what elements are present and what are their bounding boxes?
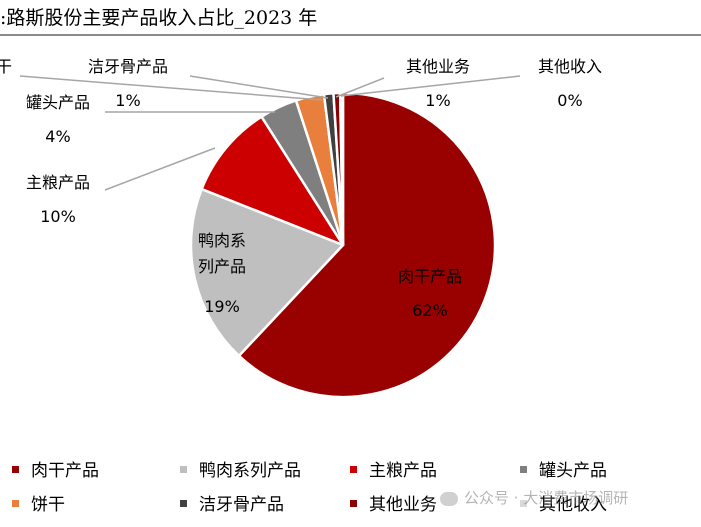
slice-label-4: 干 [0, 57, 12, 76]
leader-line-2 [104, 147, 216, 191]
legend-swatch [350, 466, 357, 473]
slice-value-label-1: 19% [204, 297, 240, 316]
slice-value-label-0: 62% [412, 301, 448, 320]
legend-label: 主粮产品 [369, 461, 437, 481]
slice-label-6: 其他业务 [406, 57, 470, 76]
leader-line-6 [335, 77, 385, 98]
legend-item-5: 洁牙骨产品 [180, 493, 284, 517]
legend-swatch [12, 500, 19, 507]
legend-label: 鸭肉系列产品 [199, 461, 301, 481]
legend-item-7: 其他收入 [520, 493, 607, 517]
legend-label: 肉干产品 [31, 461, 99, 481]
legend-item-0: 肉干产品 [12, 459, 99, 483]
slice-label-1-line-0: 鸭肉系 [198, 231, 246, 250]
pie-chart: 肉干产品 62% 鸭肉系列产品 19% 主粮产品 10% 罐头产品 4% 干 洁牙骨产品 1% 其他业… [0, 57, 602, 399]
leader-line-4 [19, 75, 323, 101]
slice-value-label-5: 1% [115, 91, 140, 110]
slice-labels: 肉干产品 62% 鸭肉系列产品 19% 主粮产品 10% 罐头产品 4% 干 洁牙骨产品 1% 其他业… [0, 57, 602, 320]
legend-item-1: 鸭肉系列产品 [180, 459, 301, 483]
title-divider [0, 34, 701, 36]
pie-slices [189, 91, 497, 399]
slice-2 [200, 115, 345, 247]
slice-value-label-2: 10% [40, 207, 76, 226]
leader-line-7 [340, 75, 521, 97]
slice-label-1-line-1: 列产品 [198, 257, 246, 276]
legend-swatch [180, 500, 187, 507]
legend-label: 饼干 [31, 495, 65, 515]
legend-swatch [12, 466, 19, 473]
legend-item-2: 主粮产品 [350, 459, 437, 483]
legend-item-3: 罐头产品 [520, 459, 607, 483]
wechat-icon [440, 491, 458, 506]
slice-value-label-3: 4% [45, 127, 70, 146]
legend-swatch [520, 500, 527, 507]
legend-swatch [350, 500, 357, 507]
legend: 肉干产品 鸭肉系列产品 主粮产品 罐头产品饼干 洁牙骨产品 其他业务 其他收入 [0, 455, 701, 527]
watermark-text: 公众号 · 大消费市场调研 [464, 489, 629, 507]
chart-title: :路斯股份主要产品收入占比_2023 年 [0, 7, 318, 29]
legend-item-6: 其他业务 [350, 493, 437, 517]
watermark: 公众号 · 大消费市场调研 [440, 485, 628, 511]
slice-label-7: 其他收入 [538, 57, 602, 76]
legend-swatch [180, 466, 187, 473]
slice-label-2: 主粮产品 [26, 173, 90, 192]
leader-lines [19, 75, 521, 191]
legend-label: 罐头产品 [539, 461, 607, 481]
slice-value-label-7: 0% [557, 91, 582, 110]
slice-0 [237, 91, 497, 399]
legend-swatch [520, 466, 527, 473]
slice-7 [338, 91, 345, 247]
slice-label-0: 肉干产品 [398, 267, 462, 286]
slice-value-label-6: 1% [425, 91, 450, 110]
slice-label-3: 罐头产品 [26, 93, 90, 112]
legend-item-4: 饼干 [12, 493, 65, 517]
legend-label: 洁牙骨产品 [199, 495, 284, 515]
slice-label-5: 洁牙骨产品 [88, 57, 168, 76]
legend-label: 其他收入 [539, 495, 607, 515]
leader-line-5 [189, 75, 329, 99]
legend-label: 其他业务 [369, 495, 437, 515]
